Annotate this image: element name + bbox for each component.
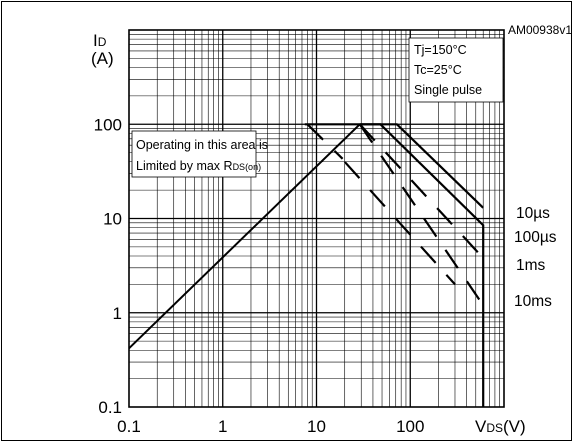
y-tick-label: 100 [94,115,122,134]
series-label-100us: 100µs [514,229,557,246]
y-tick-label: 1 [113,304,122,323]
x-tick-label: 100 [396,417,424,436]
area-note-box [131,130,257,178]
area-note-line2-sub: DS(on) [233,162,262,172]
area-note-line1: Operating in this area is [136,138,268,152]
condition-tj: Tj=150°C [414,43,467,57]
series-label-1ms: 1ms [516,257,546,274]
area-note-line2-prefix: Limited by max R [136,159,233,173]
x-tick-label: 1 [218,417,227,436]
series-line-10us [304,123,484,209]
series-line-dc [306,123,344,160]
rds-on-limit-line [128,123,361,350]
condition-tc: Tc=25°C [414,63,462,77]
y-axis-unit: (A) [91,49,114,68]
y-axis-label-sub: D [98,35,107,49]
series-line-10us-dashed-segment [343,161,456,286]
figure-id: AM00938v1 [508,23,572,37]
x-axis-label-main: V [475,417,487,436]
x-axis-label-sub: DS [486,421,503,435]
x-axis-label: VDS(V) [475,417,526,436]
condition-pulse: Single pulse [414,83,482,97]
y-tick-label: 0.1 [98,398,122,417]
area-note-line2: Limited by max RDS(on) [136,159,261,173]
plot-border [128,29,505,408]
series-label-10us: 10µs [516,205,550,222]
y-tick-label: 10 [103,210,122,229]
tick-labels: 0.1 1 10 100 0.1 1 10 100 [94,115,425,436]
series-line-1ms [358,123,485,259]
x-tick-label: 10 [307,417,326,436]
x-tick-label: 0.1 [117,417,141,436]
y-axis-label: ID [93,31,107,50]
series-line-100us [359,123,485,407]
x-axis-label-unit: (V) [503,417,526,436]
y-axis-label-main: I [93,31,98,50]
conditions-box [408,37,504,103]
series-lines [128,123,485,407]
series-label-10ms: 10ms [514,293,552,310]
